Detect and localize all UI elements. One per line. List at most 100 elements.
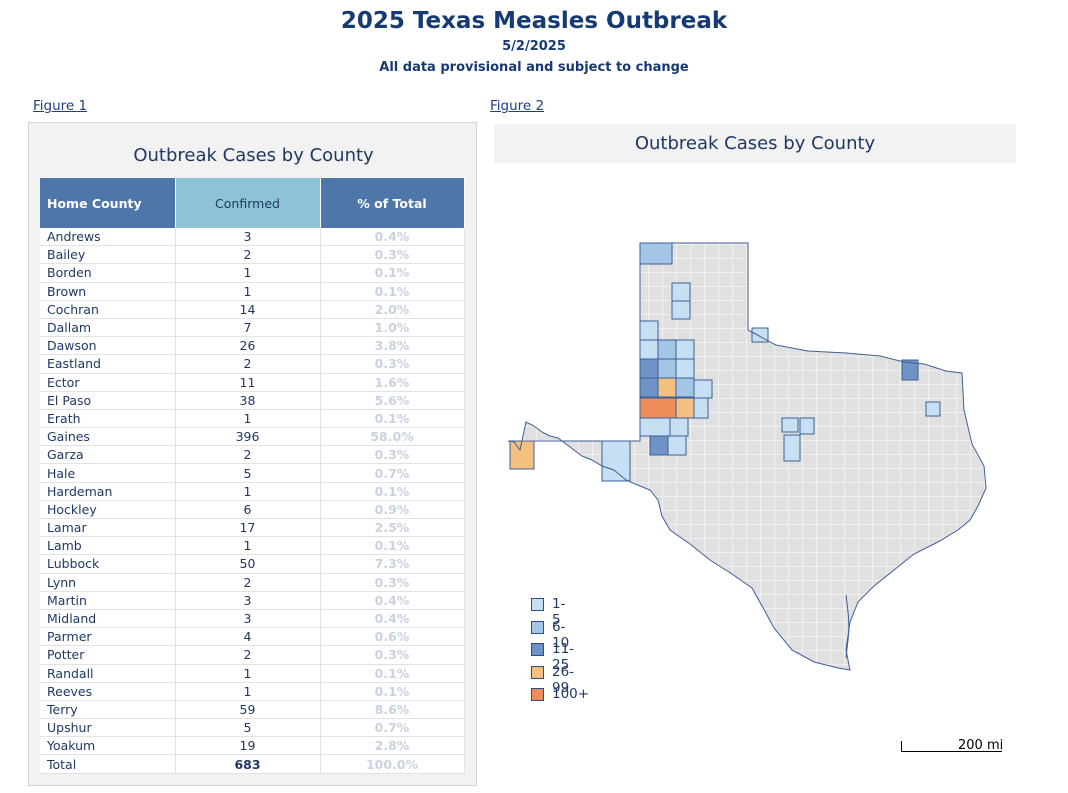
- confirmed-cell: 1: [175, 409, 321, 429]
- legend-swatch: [531, 643, 544, 656]
- figure-1-panel: Outbreak Cases by County Home County Con…: [28, 122, 477, 786]
- cases-table: Home County Confirmed % of Total Andrews…: [40, 178, 465, 774]
- county-name-cell: Yoakum: [40, 736, 176, 756]
- confirmed-cell: 26: [175, 336, 321, 356]
- outbreak-county: [639, 417, 671, 437]
- percent-cell: 0.3%: [320, 245, 465, 265]
- outbreak-county: [671, 300, 691, 320]
- county-name-cell: Borden: [40, 263, 176, 283]
- total-percent-cell: 100.0%: [320, 754, 465, 774]
- percent-cell: 2.5%: [320, 518, 465, 538]
- percent-cell: 0.9%: [320, 500, 465, 520]
- outbreak-county: [639, 377, 659, 398]
- outbreak-county: [693, 397, 709, 419]
- confirmed-cell: 59: [175, 700, 321, 720]
- table-row: Brown 1 0.1%: [40, 282, 465, 301]
- confirmed-cell: 1: [175, 664, 321, 683]
- table-row: Andrews 3 0.4%: [40, 228, 465, 247]
- confirmed-cell: 1: [175, 536, 321, 556]
- total-confirmed-cell: 683: [175, 754, 321, 774]
- confirmed-cell: 1: [175, 263, 321, 283]
- outbreak-county: [669, 417, 689, 437]
- legend-swatch: [531, 598, 544, 611]
- outbreak-county: [509, 440, 535, 470]
- county-name-cell: Reeves: [40, 682, 176, 701]
- legend-label: 1-5: [552, 596, 566, 628]
- confirmed-cell: 5: [175, 718, 321, 738]
- county-grid: [508, 243, 986, 670]
- percent-cell: 0.1%: [320, 263, 465, 283]
- percent-cell: 0.4%: [320, 609, 465, 629]
- outbreak-county: [649, 435, 669, 456]
- percent-cell: 1.0%: [320, 318, 465, 338]
- county-name-cell: Andrews: [40, 228, 176, 247]
- legend-swatch: [531, 620, 544, 634]
- outbreak-county: [657, 358, 677, 379]
- county-name-cell: El Paso: [40, 391, 176, 410]
- percent-cell: 3.8%: [320, 336, 465, 356]
- percent-cell: 0.4%: [320, 228, 465, 247]
- county-name-cell: Brown: [40, 282, 176, 301]
- county-name-cell: Parmer: [40, 627, 176, 647]
- table-row: Dallam 7 1.0%: [40, 318, 465, 338]
- table-row: Gaines 396 58.0%: [40, 427, 465, 447]
- outbreak-county: [925, 401, 941, 417]
- scale-label: 200 mi: [958, 738, 1004, 753]
- total-row: Total 683 100.0%: [40, 754, 465, 774]
- percent-cell: 0.1%: [320, 664, 465, 683]
- legend-label: 26-99: [552, 663, 575, 696]
- table-header-row: Home County Confirmed % of Total: [40, 178, 465, 228]
- table-row: Upshur 5 0.7%: [40, 718, 465, 738]
- figure-2-link[interactable]: Figure 2: [490, 98, 545, 114]
- legend-label: 11-25: [552, 641, 575, 673]
- legend-label: 100+: [552, 686, 590, 702]
- county-name-cell: Randall: [40, 664, 176, 683]
- confirmed-cell: 7: [175, 318, 321, 338]
- county-name-cell: Lynn: [40, 573, 176, 592]
- figure-1-link[interactable]: Figure 1: [33, 98, 88, 114]
- confirmed-cell: 396: [175, 427, 321, 447]
- column-header-home-county[interactable]: Home County: [40, 178, 176, 228]
- highlighted-counties: [509, 242, 941, 482]
- table-row: Yoakum 19 2.8%: [40, 736, 465, 756]
- outbreak-county: [781, 417, 799, 433]
- outbreak-county: [675, 397, 695, 419]
- county-name-cell: Bailey: [40, 245, 176, 265]
- table-row: Terry 59 8.6%: [40, 700, 465, 720]
- percent-cell: 2.8%: [320, 736, 465, 756]
- county-name-cell: Garza: [40, 445, 176, 465]
- table-row: Hale 5 0.7%: [40, 463, 465, 483]
- confirmed-cell: 38: [175, 391, 321, 410]
- column-header-percent-total[interactable]: % of Total: [320, 178, 465, 228]
- percent-cell: 0.1%: [320, 282, 465, 301]
- outbreak-county: [783, 434, 801, 462]
- column-header-confirmed[interactable]: Confirmed: [175, 178, 321, 228]
- county-name-cell: Gaines: [40, 427, 176, 447]
- table-row: El Paso 38 5.6%: [40, 391, 465, 410]
- map-title-box: Outbreak Cases by County: [494, 124, 1016, 163]
- percent-cell: 1.6%: [320, 373, 465, 392]
- table-row: Lynn 2 0.3%: [40, 573, 465, 592]
- county-name-cell: Eastland: [40, 354, 176, 374]
- outbreak-county: [901, 359, 919, 381]
- table-row: Bailey 2 0.3%: [40, 245, 465, 265]
- confirmed-cell: 3: [175, 228, 321, 247]
- confirmed-cell: 3: [175, 591, 321, 610]
- table-row: Hockley 6 0.9%: [40, 500, 465, 520]
- county-name-cell: Midland: [40, 609, 176, 629]
- outbreak-county: [671, 282, 691, 302]
- confirmed-cell: 11: [175, 373, 321, 392]
- county-name-cell: Lamb: [40, 536, 176, 556]
- confirmed-cell: 6: [175, 500, 321, 520]
- map-title: Outbreak Cases by County: [634, 133, 876, 154]
- table-title: Outbreak Cases by County: [133, 145, 374, 166]
- outbreak-county: [657, 339, 677, 360]
- table-row: Eastland 2 0.3%: [40, 354, 465, 374]
- county-name-cell: Martin: [40, 591, 176, 610]
- county-name-cell: Lamar: [40, 518, 176, 538]
- percent-cell: 0.7%: [320, 718, 465, 738]
- scale-bar: [901, 741, 1002, 752]
- outbreak-county: [675, 377, 695, 398]
- percent-cell: 0.3%: [320, 354, 465, 374]
- table-row: Dawson 26 3.8%: [40, 336, 465, 356]
